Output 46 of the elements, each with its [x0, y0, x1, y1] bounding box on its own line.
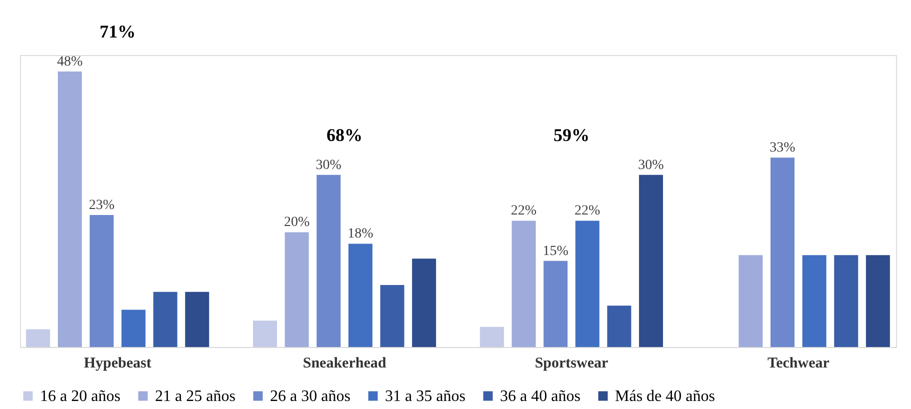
legend-label: 31 a 35 años: [385, 388, 466, 405]
data-label: 22%: [510, 204, 537, 219]
data-label: 30%: [638, 158, 664, 173]
text: 71%: [100, 22, 136, 42]
data-label: 20%: [284, 215, 310, 230]
x-tick-label: Hypebeast: [84, 356, 152, 372]
data-label: 22%: [574, 204, 601, 219]
data-label: 23%: [88, 198, 115, 214]
bar: [770, 158, 795, 347]
data-label: 48%: [57, 54, 84, 70]
bar: [802, 255, 826, 347]
bar: [90, 215, 114, 347]
data-label: 15%: [542, 244, 569, 259]
bar: [316, 174, 341, 347]
bar: [544, 260, 568, 347]
annotation: 68%: [326, 124, 363, 145]
bar: [348, 244, 372, 347]
x-tick-label: Techwear: [767, 356, 830, 372]
bar: [380, 285, 404, 347]
data-label: 33%: [770, 140, 796, 156]
legend-label: 21 a 25 años: [155, 388, 236, 405]
x-tick-label: Sneakerhead: [302, 356, 387, 372]
bar: [153, 292, 178, 347]
bar: [284, 232, 309, 347]
legend-label: 36 a 40 años: [500, 388, 580, 405]
x-tick-label: Sportswear: [534, 356, 608, 372]
bar: [412, 258, 436, 347]
bar: [834, 255, 858, 347]
bar: [512, 220, 536, 347]
annotation: 59%: [553, 124, 590, 145]
bar: [738, 255, 763, 347]
bar: [866, 255, 890, 347]
legend-label: Más de 40 años: [615, 388, 715, 405]
bar: [639, 174, 663, 347]
bar: [607, 306, 632, 347]
bar: [121, 310, 146, 347]
bar: [253, 320, 277, 347]
legend-label: 16 a 20 años: [40, 388, 120, 405]
legend-label: 26 a 30 años: [270, 388, 350, 405]
bar: [58, 72, 82, 347]
bar: [26, 329, 50, 347]
data-label: 30%: [316, 158, 342, 173]
bar: [185, 292, 210, 347]
data-label: 18%: [348, 226, 374, 242]
bar: [575, 220, 600, 347]
bar: [480, 326, 504, 347]
